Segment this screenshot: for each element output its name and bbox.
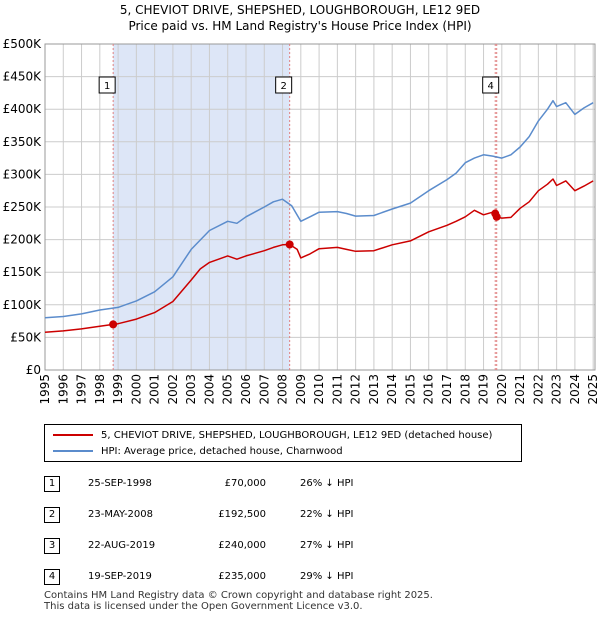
sale-number-badge: 3	[44, 538, 60, 554]
x-tick-label: 2007	[257, 374, 271, 405]
sale-date: 22-AUG-2019	[88, 540, 156, 551]
y-tick-label: £100K	[3, 298, 43, 312]
annotation-label: 1	[104, 81, 110, 92]
y-tick-label: £500K	[3, 37, 43, 51]
y-tick-label: £450K	[3, 70, 43, 84]
x-tick-label: 2012	[349, 374, 363, 405]
x-tick-label: 2019	[477, 374, 491, 405]
sale-hpi-diff: 26% ↓ HPI	[300, 478, 354, 489]
annotation-box	[275, 76, 293, 94]
sale-date: 19-SEP-2019	[88, 571, 152, 582]
sale-price: £235,000	[218, 571, 266, 582]
x-tick-label: 1995	[38, 374, 52, 405]
sale-hpi-diff: 22% ↓ HPI	[300, 509, 354, 520]
legend: 5, CHEVIOT DRIVE, SHEPSHED, LOUGHBOROUGH…	[44, 424, 522, 462]
y-tick-label: £400K	[3, 102, 43, 116]
property-price-line	[44, 178, 594, 333]
x-tick-label: 2008	[276, 374, 290, 405]
y-tick-label: £350K	[3, 135, 43, 149]
sale-hpi-diff: 29% ↓ HPI	[300, 571, 354, 582]
x-tick-label: 2009	[294, 374, 308, 405]
chart-title-line1: 5, CHEVIOT DRIVE, SHEPSHED, LOUGHBOROUGH…	[119, 3, 481, 17]
sale-row: 3 22-AUG-2019 £240,000 27% ↓ HPI	[44, 538, 444, 554]
legend-item-hpi: HPI: Average price, detached house, Char…	[53, 445, 343, 459]
y-tick-label: £150K	[3, 265, 43, 279]
sale-date: 23-MAY-2008	[88, 509, 154, 520]
sale-price: £240,000	[218, 540, 266, 551]
sale-row: 1 25-SEP-1998 £70,000 26% ↓ HPI	[44, 476, 444, 492]
annotation-label: 4	[488, 81, 494, 92]
x-tick-label: 2003	[184, 374, 198, 405]
x-tick-label: 1996	[56, 374, 70, 405]
x-tick-label: 2018	[458, 374, 472, 405]
legend-item-property: 5, CHEVIOT DRIVE, SHEPSHED, LOUGHBOROUGH…	[53, 429, 492, 443]
price-chart: £0 £50K £100K £150K £200K £250K £300K £350K £400…	[3, 37, 600, 405]
x-tick-label: 2004	[202, 374, 216, 405]
hpi-line	[44, 99, 594, 319]
sale-price: £192,500	[218, 509, 266, 520]
y-tick-label: £200K	[3, 233, 43, 247]
footer-licence: This data is licensed under the Open Gov…	[44, 601, 363, 612]
sale-number-badge: 1	[44, 476, 60, 492]
x-tick-label: 1999	[111, 374, 125, 405]
x-tick-label: 2020	[495, 374, 509, 405]
x-tick-label: 2005	[221, 374, 235, 405]
chart-title-line2: Price paid vs. HM Land Registry's House …	[128, 19, 472, 33]
x-tick-label: 2025	[586, 374, 600, 405]
x-tick-label: 2021	[513, 374, 527, 405]
x-tick-label: 2022	[531, 374, 545, 405]
x-tick-label: 1997	[75, 374, 89, 405]
x-tick-label: 2014	[385, 374, 399, 405]
sale-point	[492, 212, 501, 221]
chart-title: 5, CHEVIOT DRIVE, SHEPSHED, LOUGHBOROUGH…	[0, 0, 600, 34]
footer-copyright: Contains HM Land Registry data © Crown c…	[44, 590, 433, 601]
plot-frame	[44, 43, 596, 371]
y-tick-label: £0	[26, 363, 41, 377]
sale-date: 25-SEP-1998	[88, 478, 152, 489]
x-tick-label: 2023	[550, 374, 564, 405]
annotation-box	[482, 76, 500, 94]
x-tick-label: 1998	[93, 374, 107, 405]
footer: Contains HM Land Registry data © Crown c…	[44, 590, 433, 612]
x-tick-label: 2006	[239, 374, 253, 405]
legend-swatch-property	[53, 434, 93, 436]
x-tick-label: 2010	[312, 374, 326, 405]
x-tick-label: 2013	[367, 374, 381, 405]
x-tick-label: 2024	[568, 374, 582, 405]
legend-label-hpi: HPI: Average price, detached house, Char…	[101, 446, 343, 457]
x-tick-label: 2015	[403, 374, 417, 405]
x-tick-label: 2016	[422, 374, 436, 405]
x-tick-label: 2011	[330, 374, 344, 405]
legend-label-property: 5, CHEVIOT DRIVE, SHEPSHED, LOUGHBOROUGH…	[101, 430, 493, 441]
sale-hpi-diff: 27% ↓ HPI	[300, 540, 354, 551]
y-tick-label: £300K	[3, 167, 43, 181]
legend-swatch-hpi	[53, 450, 93, 452]
sale-point	[285, 240, 294, 249]
sale-row: 2 23-MAY-2008 £192,500 22% ↓ HPI	[44, 507, 444, 523]
y-tick-label: £50K	[10, 330, 42, 344]
x-tick-label: 2002	[166, 374, 180, 405]
sale-row: 4 19-SEP-2019 £235,000 29% ↓ HPI	[44, 569, 444, 585]
y-tick-label: £250K	[3, 200, 43, 214]
sale-price: £70,000	[224, 478, 266, 489]
annotation-label: 2	[280, 81, 286, 92]
x-tick-label: 2001	[148, 374, 162, 405]
x-tick-label: 2000	[129, 374, 143, 405]
sale-number-badge: 4	[44, 569, 60, 585]
sale-number-badge: 2	[44, 507, 60, 523]
sale-point	[109, 320, 118, 329]
annotation-box	[98, 76, 116, 94]
x-tick-label: 2017	[440, 374, 454, 405]
